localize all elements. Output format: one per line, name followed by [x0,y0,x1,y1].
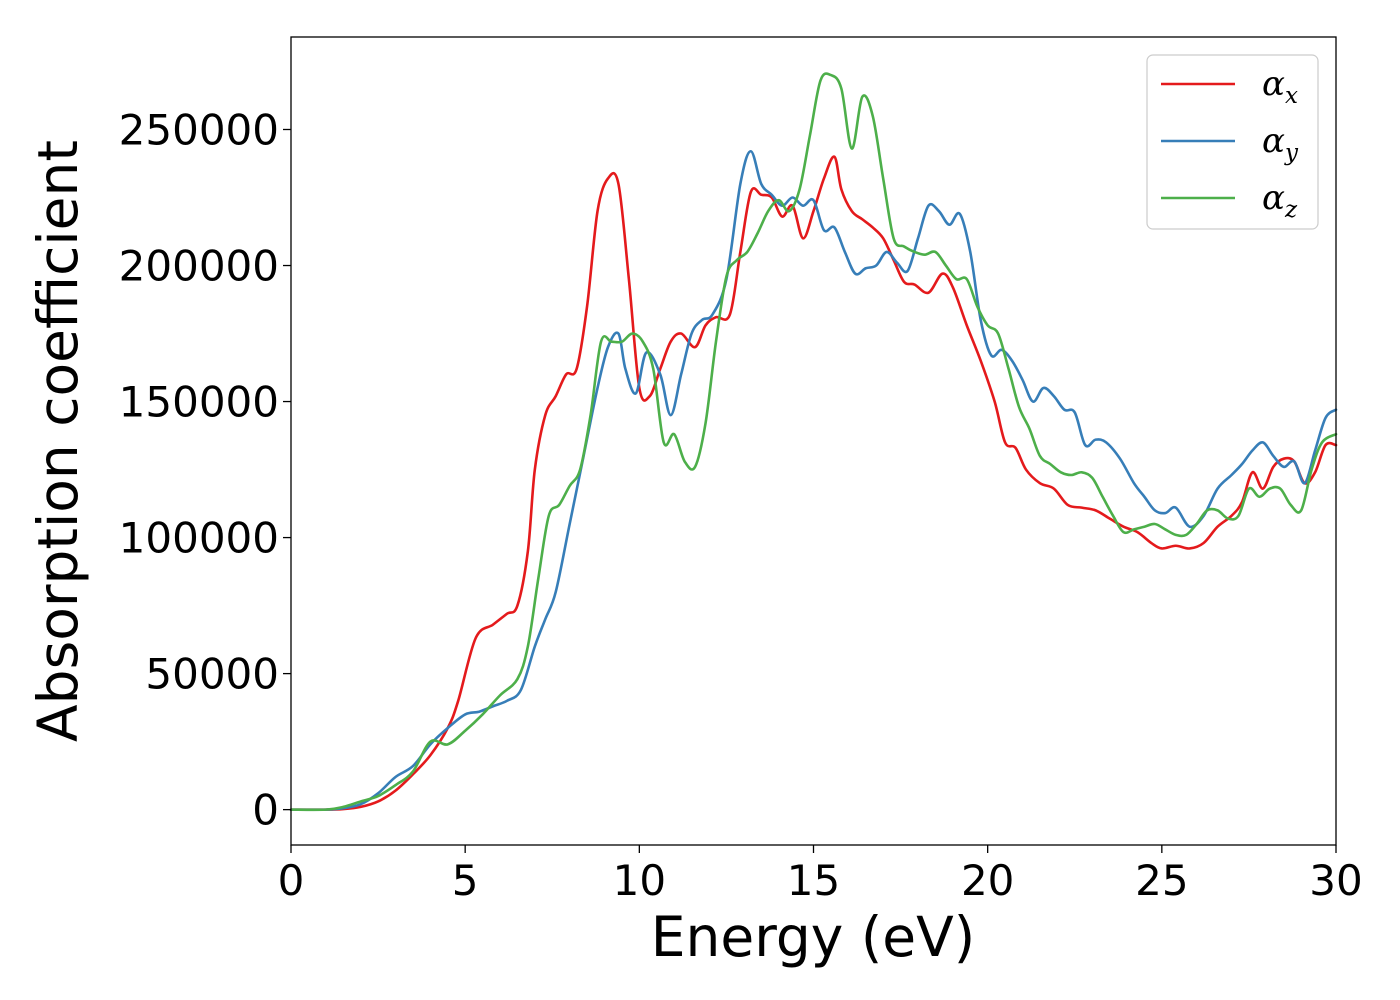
y-tick-label: 0 [252,786,279,835]
plot-lines [289,72,1338,812]
x-axis-ticks: 0 5 10 15 20 25 30 [278,845,1363,905]
y-tick-label: 250000 [119,105,279,154]
legend: αx αy αz [1146,54,1319,230]
legend-items: αx αy αz [1161,64,1299,223]
x-axis-title: Energy (eV) [651,905,975,969]
legend-label-x: αx [1262,64,1298,109]
y-tick-label: 200000 [119,242,279,291]
y-axis-ticks: 0 50000 100000 150000 200000 250000 [119,105,291,835]
x-tick-label: 5 [452,856,479,905]
series-line-x [289,155,1338,811]
x-tick-label: 0 [278,856,305,905]
x-tick-label: 20 [961,856,1014,905]
y-tick-label: 100000 [119,514,279,563]
x-tick-label: 15 [787,856,840,905]
y-axis-title: Absorption coefficient [26,140,90,742]
legend-label-z: αz [1262,178,1298,223]
y-tick-label: 150000 [119,378,279,427]
x-tick-label: 30 [1309,856,1362,905]
series-line-z [289,72,1338,812]
x-tick-label: 10 [613,856,666,905]
y-tick-label: 50000 [145,650,279,699]
series-line-y [289,149,1338,812]
legend-label-y: αy [1262,121,1299,166]
x-tick-label: 25 [1135,856,1188,905]
